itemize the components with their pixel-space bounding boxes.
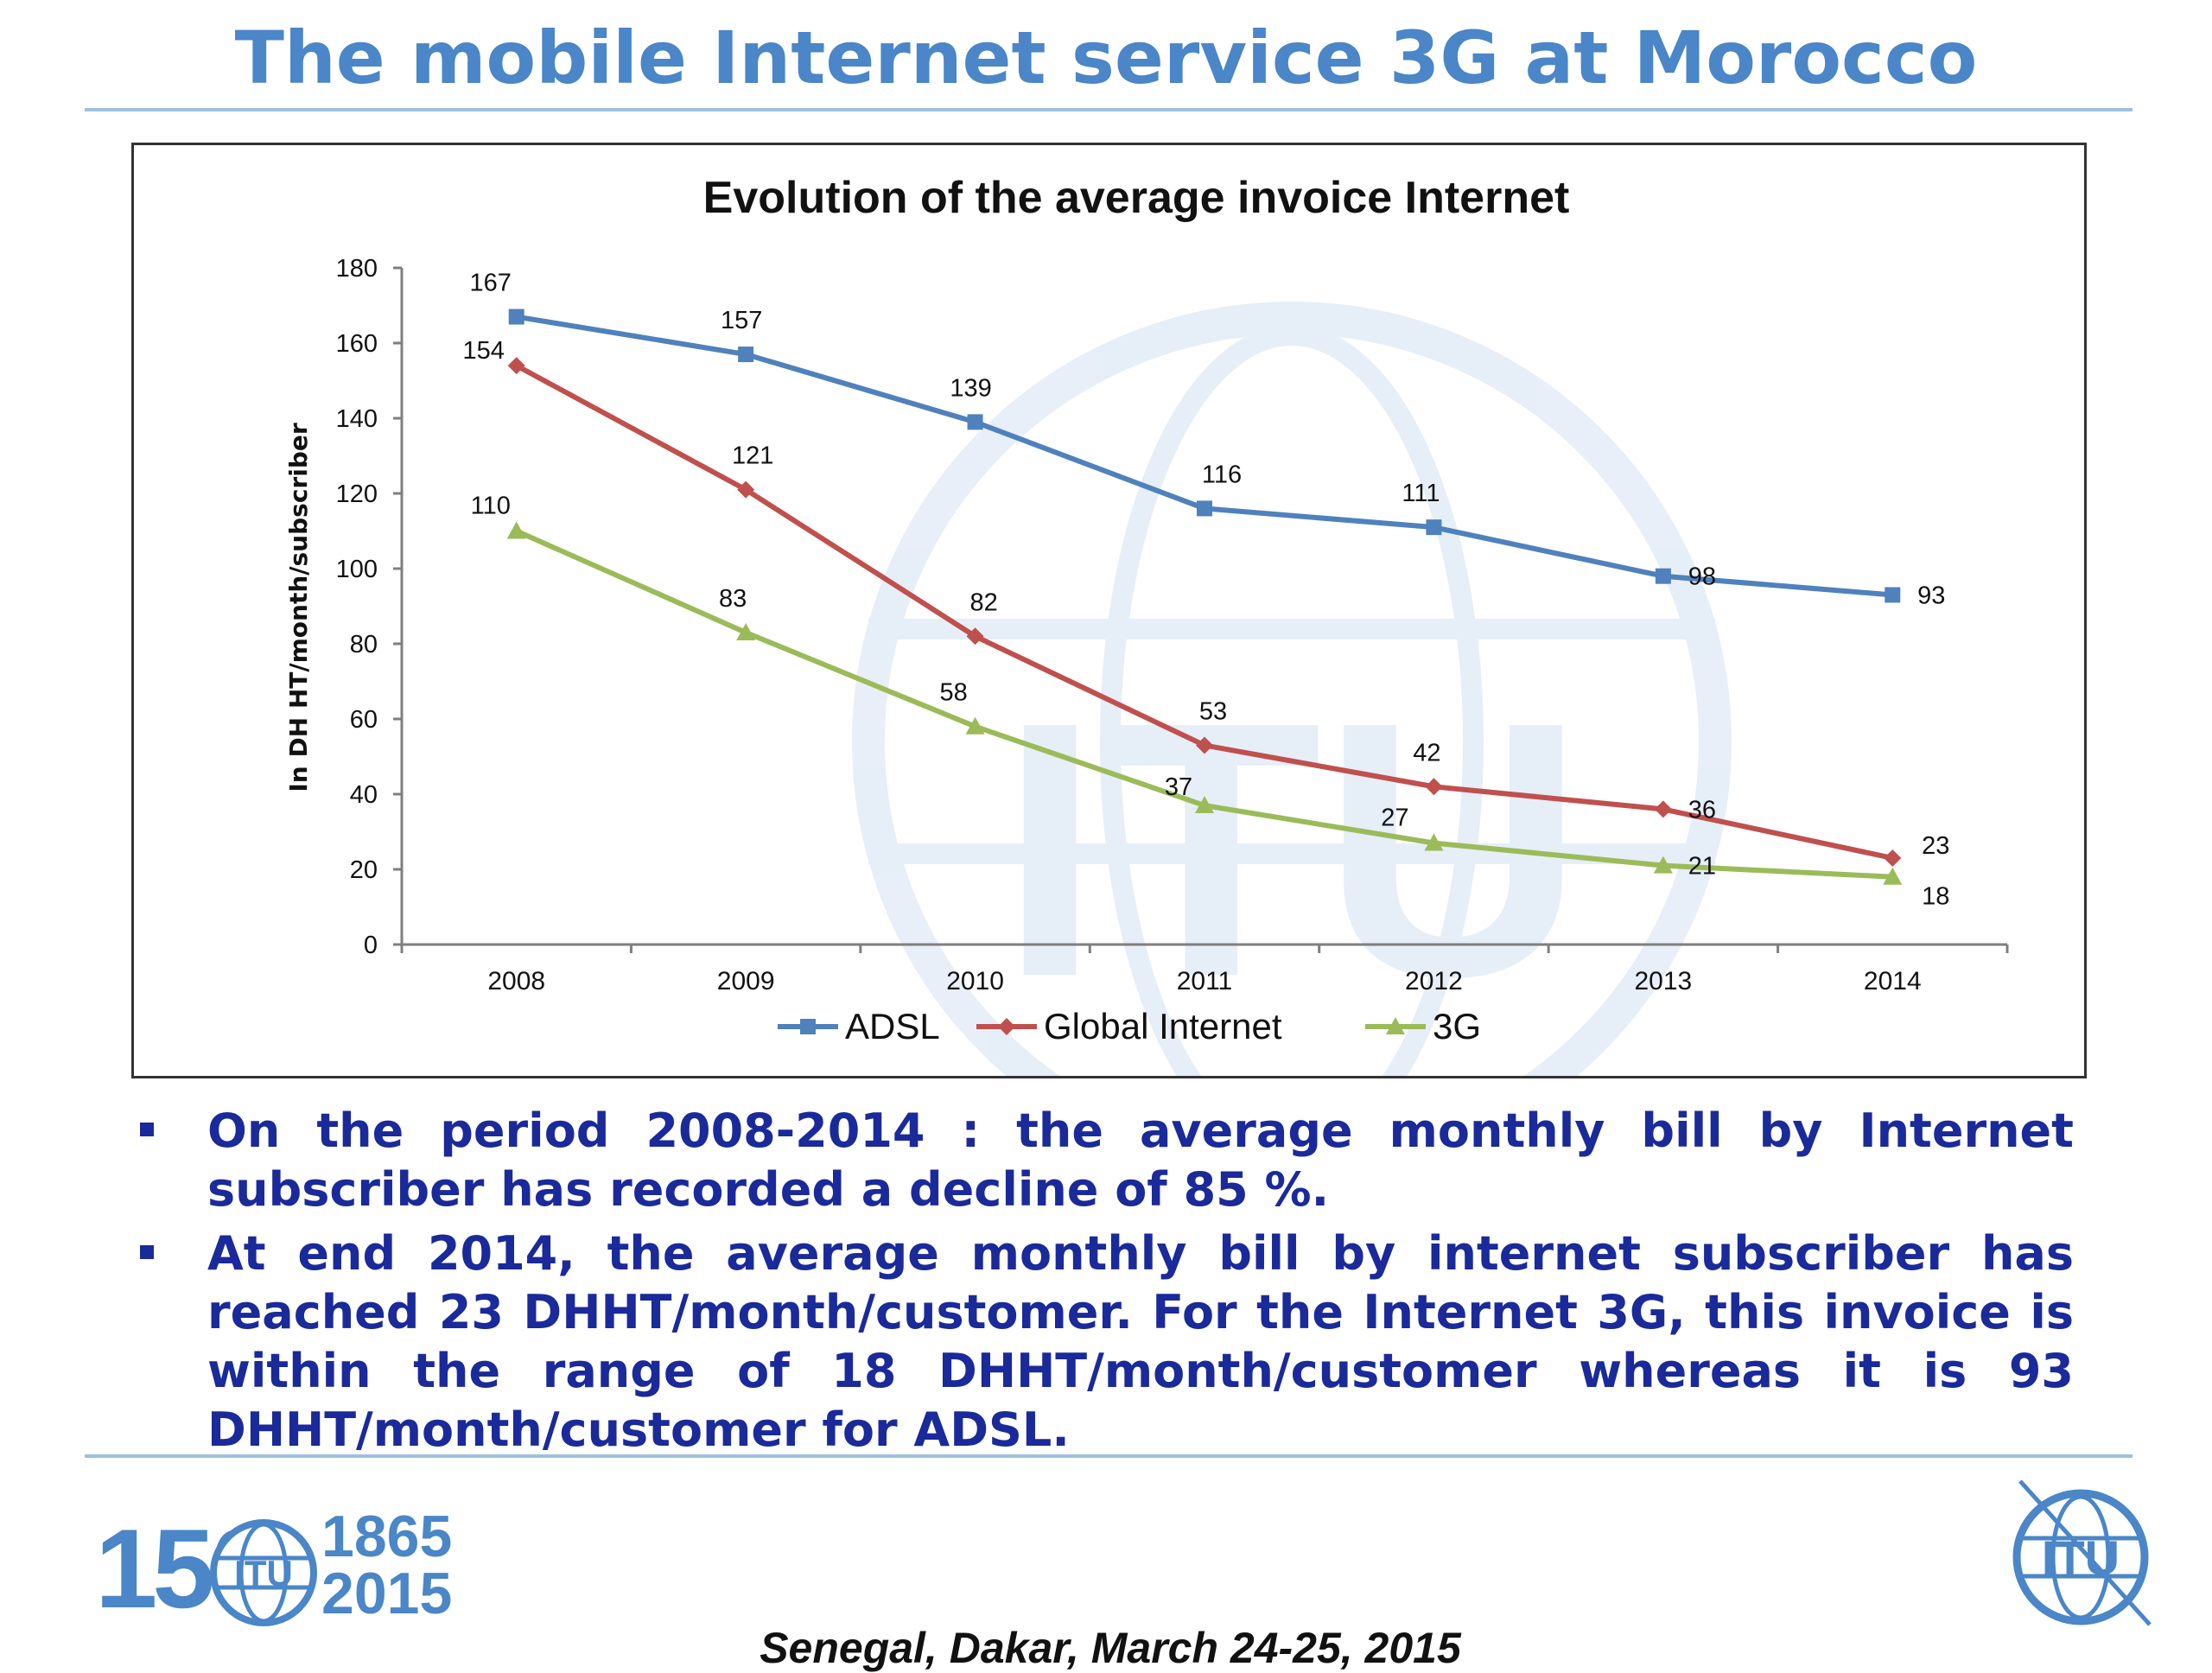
series-adsl: 167 157 139 116 111 98 93 (470, 270, 1946, 610)
itu-logo-icon: ITU (2012, 1479, 2152, 1626)
event-caption: Senegal, Dakar, March 24-25, 2015 (760, 1624, 1461, 1672)
legend-marker (1386, 1017, 1405, 1034)
data-label: 157 (721, 307, 762, 334)
chart-legend: ADSL Global Internet 3G (778, 1006, 1481, 1046)
data-label: 93 (1917, 582, 1945, 609)
legend-item: ADSL (778, 1006, 940, 1046)
data-label: 37 (1165, 773, 1192, 801)
bullet-square-icon (140, 1245, 154, 1259)
legend-item: Global Internet (976, 1006, 1282, 1046)
line-chart: ITU Evolution of the average invoice Int… (284, 173, 2009, 1076)
data-point-marker (507, 357, 525, 375)
legend-label: ADSL (845, 1006, 940, 1046)
chart-frame: ITU Evolution of the average invoice Int… (131, 143, 2087, 1078)
x-tick-label: 2011 (1177, 967, 1233, 996)
year-end: 2015 (321, 1561, 453, 1626)
data-point-marker (1884, 849, 1902, 867)
data-label: 58 (939, 679, 967, 707)
data-point-marker (1425, 778, 1443, 796)
data-label: 121 (732, 442, 773, 470)
footer-divider (85, 1454, 2133, 1458)
data-label: 167 (470, 270, 512, 297)
data-point-marker (737, 480, 755, 499)
data-label: 139 (950, 374, 991, 402)
legend-label: Global Internet (1044, 1006, 1282, 1046)
x-tick-label: 2014 (1864, 967, 1922, 996)
data-label: 21 (1688, 853, 1716, 881)
legend-marker (998, 1018, 1015, 1035)
bullet-list: On the period 2008-2014 : the average mo… (138, 1102, 2074, 1465)
anniversary-years: 1865 2015 (321, 1504, 453, 1626)
data-point-marker (738, 347, 754, 363)
bullet-text: On the period 2008-2014 : the average mo… (207, 1104, 2074, 1217)
year-start: 1865 (321, 1504, 453, 1569)
data-label: 36 (1688, 796, 1716, 824)
data-point-marker (1196, 736, 1213, 754)
data-point-marker (1197, 500, 1212, 517)
data-point-marker (1883, 867, 1903, 885)
data-label: 98 (1688, 563, 1716, 591)
data-point-marker (1653, 856, 1673, 874)
y-tick-label: 80 (350, 631, 378, 658)
chart-axes: 0 20 40 60 80 100 120 140 160 180 2008 2009 2010 2011… (336, 255, 2009, 996)
bullet-square-icon (140, 1123, 154, 1136)
data-point-marker (508, 309, 524, 325)
data-label: 42 (1413, 739, 1440, 767)
data-label: 154 (463, 337, 505, 365)
title-divider (85, 108, 2133, 111)
x-tick-label: 2009 (717, 967, 775, 996)
bullet-item: On the period 2008-2014 : the average mo… (138, 1102, 2074, 1219)
data-label: 23 (1922, 832, 1949, 860)
data-point-marker (506, 521, 526, 539)
data-label: 116 (1202, 461, 1242, 488)
y-tick-label: 0 (364, 932, 378, 959)
x-tick-label: 2012 (1405, 967, 1463, 996)
x-tick-label: 2010 (946, 967, 1004, 996)
itu-globe-small-icon: ITU (210, 1519, 317, 1626)
bullet-text: At end 2014, the average monthly bill by… (207, 1226, 2074, 1457)
y-tick-label: 20 (350, 856, 378, 884)
y-tick-label: 120 (336, 480, 378, 508)
page-title: The mobile Internet service 3G at Morocc… (234, 16, 1978, 100)
x-tick-label: 2013 (1634, 967, 1692, 996)
y-tick-label: 160 (336, 330, 378, 358)
legend-marker (800, 1019, 816, 1034)
data-label: 18 (1922, 883, 1949, 911)
y-tick-label: 140 (336, 405, 378, 433)
data-point-marker (1424, 833, 1444, 851)
bullet-item: At end 2014, the average monthly bill by… (138, 1225, 2074, 1460)
data-point-marker (1426, 519, 1442, 536)
series-3g: 110 83 58 37 27 21 18 (471, 493, 1950, 911)
series-global-internet: 154 121 82 53 42 36 23 (463, 337, 1949, 867)
legend-label: 3G (1433, 1006, 1481, 1046)
data-point-marker (1885, 587, 1901, 603)
data-point-marker (967, 414, 983, 430)
y-tick-label: 100 (336, 556, 378, 583)
data-label: 82 (969, 588, 997, 616)
data-point-marker (1655, 568, 1671, 584)
data-point-marker (1654, 800, 1672, 818)
data-point-marker (736, 622, 756, 640)
data-point-marker (966, 627, 984, 646)
series-layer: 167 157 139 116 111 98 93 154 121 82 53 42 36 23 110 83… (463, 270, 1950, 911)
y-tick-label: 40 (350, 781, 378, 809)
data-label: 111 (1402, 480, 1440, 507)
small-logo-text: ITU (234, 1553, 293, 1593)
legend-item: 3G (1365, 1006, 1481, 1046)
data-label: 27 (1381, 805, 1408, 832)
y-tick-label: 60 (350, 706, 378, 734)
x-tick-label: 2008 (487, 967, 545, 996)
data-label: 83 (719, 585, 747, 613)
y-tick-label: 180 (336, 255, 378, 283)
y-axis-label: In DH HT/month/subscriber (284, 423, 313, 792)
chart-title: Evolution of the average invoice Interne… (703, 173, 1570, 223)
logo-text: ITU (2042, 1530, 2120, 1585)
data-point-marker (965, 716, 985, 735)
data-point-marker (1195, 796, 1214, 814)
data-label: 110 (471, 493, 511, 520)
data-label: 53 (1199, 697, 1227, 725)
